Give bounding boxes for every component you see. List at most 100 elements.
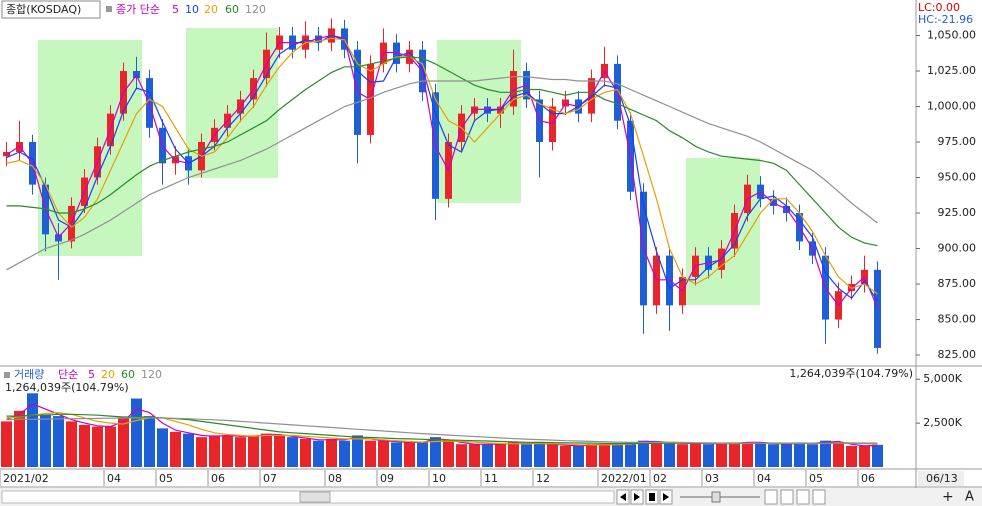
volume-bar [586, 444, 597, 467]
ma-line [6, 76, 878, 271]
volume-bar [53, 416, 64, 467]
volume-bar [833, 442, 844, 467]
candle [653, 247, 660, 314]
y-tick-label: 1,000.00 [927, 100, 976, 113]
volume-bar [248, 435, 259, 467]
chart-title: 종합(KOSDAQ) [6, 3, 81, 16]
font-button[interactable]: A [965, 490, 974, 505]
candle-body [562, 99, 569, 107]
volume-bar [469, 444, 480, 467]
volume-bar [677, 444, 688, 467]
candle-body [497, 106, 504, 114]
button[interactable] [764, 489, 778, 505]
volume-bar [417, 442, 428, 467]
volume-bar [40, 414, 51, 467]
volume-bar [768, 444, 779, 467]
x-tick-label: 07 [263, 472, 277, 485]
scroll-buttons[interactable] [616, 489, 673, 505]
zoom-in-button[interactable]: + [942, 489, 954, 505]
volume-bar [118, 417, 129, 467]
volume-bar [560, 445, 571, 467]
volume-bar [651, 442, 662, 467]
ma-line [6, 417, 878, 444]
candle [822, 247, 829, 344]
ma-label: 단순 [58, 368, 78, 381]
icon [663, 493, 669, 501]
volume-bar [274, 435, 285, 467]
volume-bar [859, 445, 870, 467]
volume-bar [14, 410, 25, 467]
volume-bar [79, 424, 90, 467]
volume-bar [183, 433, 194, 467]
volume-bar [703, 444, 714, 467]
volume-bar [547, 444, 558, 467]
candle [315, 26, 322, 52]
volume-bar [430, 437, 441, 467]
icon [620, 493, 626, 501]
scroll-thumb[interactable] [299, 491, 331, 503]
volume-title: 거래량 [14, 368, 44, 381]
legend-entry: 60 [225, 3, 239, 16]
volume-bar [781, 444, 792, 467]
volume-bar [326, 438, 337, 467]
x-tick-label: 05 [809, 472, 823, 485]
volume-bar [794, 442, 805, 467]
x-tick-label: 08 [328, 472, 342, 485]
volume-bar [378, 440, 389, 467]
volume-bar [508, 442, 519, 467]
volume-bar [66, 421, 77, 467]
y-tick-label: 5,000K [923, 372, 962, 385]
volume-bar [612, 444, 623, 467]
candle-body [874, 269, 881, 348]
volume-bar [664, 442, 675, 467]
volume-bar [144, 416, 155, 467]
annotation: LC:0.00 [918, 1, 960, 14]
x-tick-label: 02 [653, 472, 667, 485]
candle [666, 247, 673, 331]
volume-bar [521, 444, 532, 467]
legend-entry: 120 [245, 3, 266, 16]
ma-line [6, 34, 879, 302]
volume-bar [742, 442, 753, 467]
zoom-thumb[interactable] [711, 491, 721, 503]
volume-bar [755, 442, 766, 467]
candle-body [653, 255, 660, 306]
y-tick-label: 950.00 [938, 171, 977, 184]
x-tick-label: 10 [432, 472, 446, 485]
y-tick-label: 1,050.00 [927, 29, 976, 42]
volume-bar [339, 440, 350, 467]
volume-bar [638, 440, 649, 467]
volume-readout: 1,264,039주(104.79%) [789, 367, 913, 380]
x-tick-label: 03 [705, 472, 719, 485]
candle [861, 255, 868, 293]
candle [159, 119, 166, 185]
volume-bar [300, 438, 311, 467]
volume-bar [404, 442, 415, 467]
candle-body [315, 35, 322, 43]
volume-bar [482, 444, 493, 467]
candle [549, 97, 556, 151]
volume-bar [157, 428, 168, 467]
ma-line [6, 37, 878, 295]
x-tick-label: 05 [159, 472, 173, 485]
button[interactable] [780, 489, 794, 505]
volume-bar [105, 426, 116, 467]
y-tick-label: 850.00 [938, 313, 977, 326]
x-cursor-label: 06/13 [926, 472, 958, 485]
legend-entry: 5 [88, 368, 95, 381]
button[interactable] [796, 489, 810, 505]
x-tick-label: 2021/02 [3, 472, 49, 485]
x-tick-label: 2022/01 [601, 472, 647, 485]
ma-line [6, 56, 878, 247]
volume-bar [196, 437, 207, 467]
legend-entry: 20 [101, 368, 115, 381]
volume-bar [235, 437, 246, 467]
volume-bar [209, 435, 220, 467]
button[interactable] [812, 489, 826, 505]
title-box [1, 0, 101, 19]
y-tick-label: 825.00 [938, 348, 977, 361]
icon [634, 493, 640, 501]
x-tick-label: 11 [484, 472, 498, 485]
legend-icon [106, 6, 112, 12]
y-tick-label: 900.00 [938, 242, 977, 255]
